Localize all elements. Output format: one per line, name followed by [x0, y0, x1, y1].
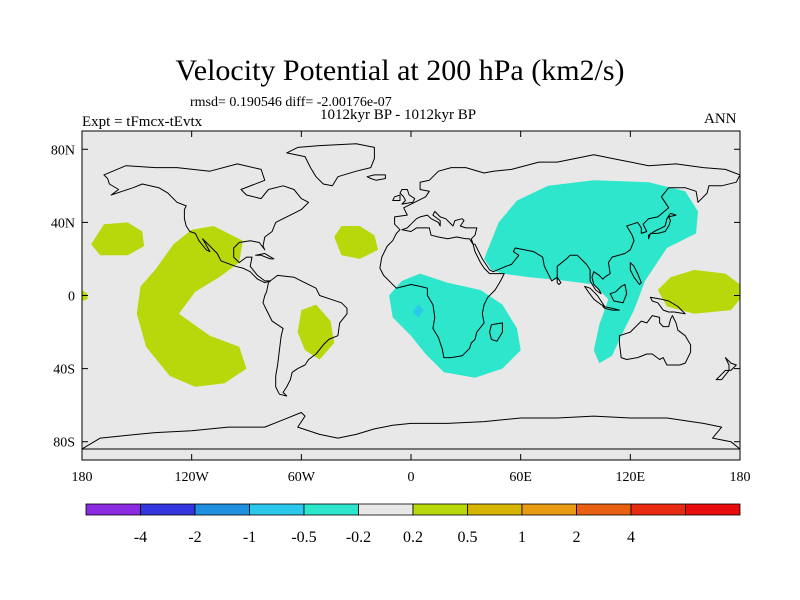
region-north-pacific-positive — [91, 222, 145, 256]
coast-sri-lanka — [556, 276, 562, 285]
colorbar-label: -0.2 — [346, 529, 371, 546]
coast-south-america — [262, 274, 348, 397]
x-tick-label: 60E — [509, 470, 532, 485]
x-tick-label: 60W — [288, 470, 316, 485]
region-south-america-positive — [297, 304, 335, 360]
colorbar-swatch — [630, 503, 686, 516]
coast-australia — [618, 315, 692, 366]
coast-eurasia-africa — [379, 154, 740, 359]
coast-uk — [399, 189, 416, 205]
region-west-pacific-positive — [657, 269, 740, 314]
x-tick-label: 180 — [730, 470, 751, 485]
colorbar-label: 0.2 — [403, 529, 423, 546]
coast-cuba — [255, 253, 275, 260]
region-north-atlantic-positive — [334, 226, 379, 259]
colorbar-label: 4 — [627, 529, 635, 546]
coastlines — [82, 143, 740, 450]
season-label: ANN — [704, 111, 737, 127]
x-tick-label: 0 — [408, 470, 415, 485]
y-tick-label: 0 — [68, 290, 75, 305]
colorbar-swatch — [194, 503, 250, 516]
colorbar-swatch — [576, 503, 632, 516]
colorbar-label: -2 — [188, 529, 201, 546]
colorbar-label: 0.5 — [458, 529, 478, 546]
stats-line: rmsd= 0.190546 diff= -2.00176e-07 — [190, 95, 392, 110]
x-tick-label: 120W — [175, 470, 210, 485]
colorbar-swatch — [467, 503, 523, 516]
colorbar-swatch — [358, 503, 414, 516]
colorbar-label: -1 — [243, 529, 256, 546]
coast-japan — [648, 212, 677, 240]
colorbar-swatch — [685, 503, 741, 516]
period-label: 1012kyr BP - 1012kyr BP — [320, 107, 477, 123]
experiment-label: Expt = tFmcx-tEvtx — [82, 114, 203, 130]
coast-antarctica — [82, 412, 740, 450]
colorbar-label: -0.5 — [291, 529, 316, 546]
colorbar-swatch — [249, 503, 305, 516]
colorbar-label: 2 — [573, 529, 581, 546]
region-africa-negative — [389, 273, 521, 378]
coast-borneo — [609, 284, 628, 304]
coast-greenland — [286, 143, 375, 187]
y-tick-label: 80S — [53, 436, 75, 451]
coast-iceland — [366, 174, 386, 181]
coast-philippines — [629, 262, 642, 285]
coast-new-zealand — [715, 357, 737, 381]
colorbar-label: 1 — [518, 529, 526, 546]
colorbar-swatch — [140, 503, 196, 516]
colorbar-swatch — [85, 503, 141, 516]
y-tick-label: 40N — [51, 216, 75, 231]
region-africa-core — [412, 304, 424, 318]
coast-ireland — [392, 194, 401, 201]
x-tick-label: 180 — [72, 470, 93, 485]
colorbar-swatch — [521, 503, 577, 516]
y-tick-label: 80N — [51, 143, 75, 158]
region-east-pacific-positive — [136, 226, 247, 387]
colorbar-swatch — [303, 503, 359, 516]
colorbar-label: -4 — [134, 529, 147, 546]
coast-new-guinea — [649, 296, 686, 315]
coast-sumatra — [584, 285, 606, 307]
x-tick-label: 120E — [616, 470, 646, 485]
y-tick-label: 40S — [53, 363, 75, 378]
chart-title: Velocity Potential at 200 hPa (km2/s) — [175, 54, 625, 87]
coast-north-america — [103, 163, 310, 284]
coast-madagascar — [489, 322, 503, 342]
colorbar-swatch — [412, 503, 468, 516]
coast-java — [602, 306, 620, 311]
